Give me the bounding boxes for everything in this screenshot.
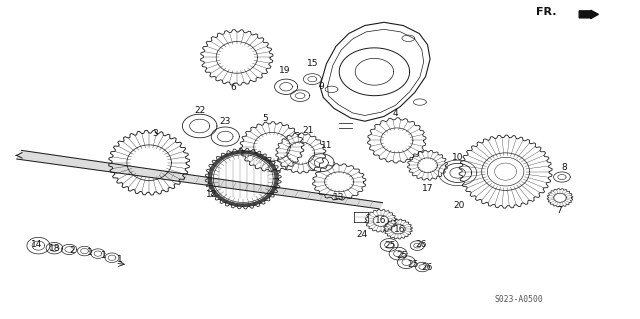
Text: 1: 1: [87, 248, 92, 256]
FancyArrow shape: [579, 10, 598, 19]
Text: 5: 5: [263, 114, 268, 122]
Ellipse shape: [487, 157, 524, 186]
Text: 7: 7: [556, 206, 561, 215]
Text: 12: 12: [205, 190, 217, 199]
Text: 1: 1: [102, 251, 107, 260]
Text: 19: 19: [279, 66, 291, 75]
Text: 23: 23: [220, 117, 231, 126]
Text: 13: 13: [333, 193, 345, 202]
Text: 9: 9: [319, 82, 324, 91]
Text: FR.: FR.: [536, 7, 557, 17]
Text: 2: 2: [69, 246, 74, 255]
Text: 25: 25: [385, 241, 396, 250]
Text: 4: 4: [393, 109, 398, 118]
Text: 14: 14: [31, 240, 43, 249]
Text: 6: 6: [231, 83, 236, 92]
Text: 26: 26: [422, 263, 433, 272]
Text: 16: 16: [375, 216, 387, 225]
Text: 18: 18: [49, 244, 60, 253]
Text: 21: 21: [303, 126, 314, 135]
Text: 11: 11: [321, 141, 332, 150]
Text: 25: 25: [408, 260, 419, 269]
Text: 26: 26: [415, 240, 427, 249]
Text: 15: 15: [307, 59, 318, 68]
Text: 8: 8: [562, 163, 567, 172]
Text: 22: 22: [195, 106, 206, 115]
Polygon shape: [17, 151, 383, 209]
Text: 3: 3: [152, 130, 157, 138]
Text: 16: 16: [394, 225, 406, 234]
Text: 24: 24: [356, 230, 367, 239]
Text: 10: 10: [452, 153, 463, 162]
Text: S023-A0500: S023-A0500: [494, 295, 543, 304]
Text: 17: 17: [422, 184, 433, 193]
Text: 20: 20: [454, 201, 465, 210]
Text: 25: 25: [396, 251, 408, 260]
Text: 1: 1: [118, 256, 123, 264]
